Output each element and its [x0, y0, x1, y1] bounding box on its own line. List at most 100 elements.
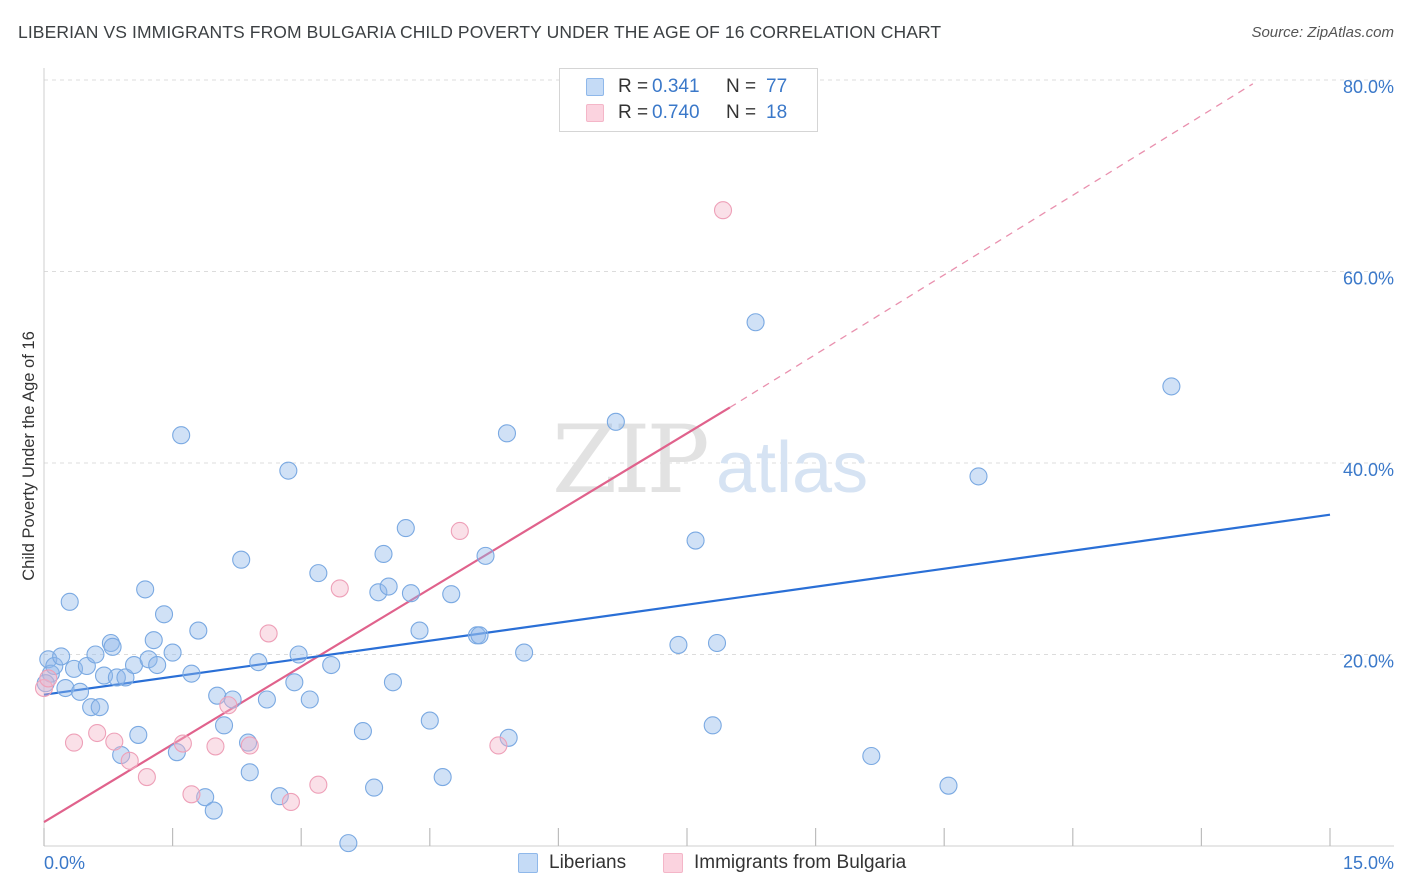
liberians-point	[136, 580, 155, 599]
bulgaria-point	[309, 775, 328, 794]
legend-item-liberians: Liberians	[518, 852, 626, 874]
liberians-point	[939, 776, 958, 795]
legend-swatch-bulgaria	[586, 104, 604, 122]
liberians-point	[410, 621, 429, 640]
liberians-point	[353, 722, 372, 741]
liberians-point	[365, 778, 384, 797]
liberians-point	[116, 668, 135, 687]
liberians-point	[56, 678, 75, 698]
bulgaria-point	[259, 624, 278, 643]
legend-swatch-liberians	[586, 78, 604, 96]
trend-lines	[43, 83, 1331, 824]
bulgaria-point	[120, 751, 139, 770]
y-tick-label: 80.0%	[1343, 77, 1394, 97]
liberians-point	[189, 621, 208, 640]
liberians-point	[1162, 377, 1181, 396]
liberians-point	[232, 550, 251, 569]
liberians-point	[163, 643, 182, 662]
liberians-point	[144, 631, 163, 650]
liberians-point	[707, 633, 727, 653]
liberians-point	[279, 461, 298, 480]
grid-lines	[44, 79, 1394, 655]
liberians-point	[379, 577, 398, 596]
liberians-point	[154, 605, 174, 624]
liberians-point	[309, 564, 328, 583]
bulgaria-point	[88, 723, 107, 743]
y-tick-label: 40.0%	[1343, 460, 1394, 480]
watermark: ZIP atlas	[552, 406, 868, 515]
bulgaria-point	[173, 734, 192, 753]
liberians-point	[339, 834, 358, 853]
liberians-point	[238, 733, 258, 752]
bulgaria-trend-line	[43, 406, 731, 824]
liberians-point	[686, 531, 705, 550]
liberians-point	[703, 716, 722, 735]
bulgaria-point	[330, 579, 349, 598]
liberians-point	[86, 645, 105, 664]
liberians-point	[214, 716, 234, 735]
liberians-point	[746, 313, 765, 332]
liberians-point	[270, 787, 289, 806]
liberians-point	[420, 711, 439, 730]
legend-n-value: 18	[766, 102, 788, 123]
chart-title: LIBERIAN VS IMMIGRANTS FROM BULGARIA CHI…	[18, 22, 942, 42]
legend-row-liberians: R = 0.341 N = 77	[586, 75, 787, 99]
legend-swatch-liberians	[518, 853, 538, 873]
liberians-point	[499, 728, 518, 747]
liberians-point	[369, 583, 388, 602]
liberians-point	[606, 412, 625, 431]
liberians-point	[401, 584, 420, 603]
liberians-point	[374, 544, 393, 564]
y-tick-label: 60.0%	[1343, 269, 1394, 289]
liberians-points	[36, 313, 1181, 853]
liberians-point	[60, 592, 79, 611]
liberians-point	[285, 673, 304, 692]
liberians-point	[442, 585, 461, 604]
liberians-trend-line	[43, 513, 1331, 696]
liberians-point	[862, 746, 881, 766]
legend-n-label: N =	[726, 76, 757, 97]
bulgaria-point	[219, 696, 238, 715]
liberians-point	[52, 647, 71, 666]
legend-r-label: R =	[618, 76, 649, 97]
legend-r-value: 0.341	[652, 76, 700, 97]
liberians-point	[70, 682, 90, 701]
liberians-point	[383, 673, 402, 692]
bulgaria-point	[281, 792, 300, 812]
watermark-zip: ZIP	[552, 406, 706, 515]
legend-row-bulgaria: R = 0.740 N = 18	[586, 101, 787, 125]
legend-label-bulgaria: Immigrants from Bulgaria	[694, 852, 907, 873]
y-tick-label: 20.0%	[1343, 652, 1394, 672]
bulgaria-point	[450, 521, 469, 541]
liberians-point	[129, 725, 148, 744]
liberians-point	[300, 690, 319, 709]
bulgaria-point	[182, 785, 201, 804]
series-legend: Liberians Immigrants from Bulgaria	[0, 852, 1406, 878]
bulgaria-point	[64, 733, 84, 752]
x-tick-label-max: 15.0%	[1343, 853, 1394, 873]
bulgaria-trend-dashed	[729, 83, 1254, 409]
bulgaria-points	[34, 201, 733, 812]
liberians-point	[470, 626, 489, 645]
liberians-point	[148, 655, 167, 675]
x-tick-label-min: 0.0%	[44, 853, 85, 873]
bulgaria-point	[240, 736, 259, 755]
liberians-point	[476, 546, 495, 565]
bulgaria-point	[206, 737, 225, 756]
bulgaria-point	[105, 732, 124, 751]
liberians-point	[497, 424, 517, 443]
liberians-point	[196, 788, 215, 807]
y-tick-labels: 20.0% 40.0% 60.0% 80.0%	[1343, 77, 1394, 672]
y-axis-title: Child Poverty Under the Age of 16	[20, 331, 38, 580]
legend-r-value: 0.740	[652, 102, 700, 123]
liberians-point	[172, 426, 191, 445]
liberians-point	[103, 637, 122, 656]
liberians-point	[396, 519, 415, 538]
liberians-point	[515, 643, 534, 662]
liberians-point	[90, 698, 109, 717]
bulgaria-point	[34, 678, 54, 698]
axes	[43, 68, 1394, 847]
legend-n-label: N =	[726, 102, 757, 123]
liberians-point	[257, 690, 276, 709]
